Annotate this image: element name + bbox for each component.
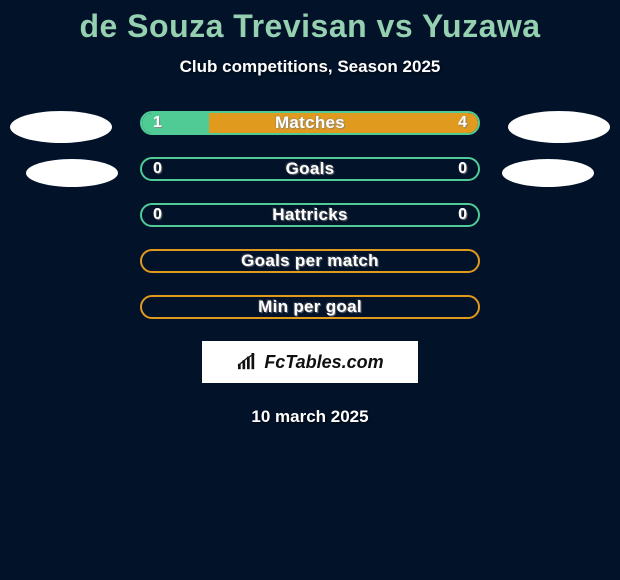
generation-date: 10 march 2025 xyxy=(0,407,620,427)
stat-bar-label: Goals per match xyxy=(142,251,478,271)
stat-bar-value-left: 0 xyxy=(153,205,162,225)
comparison-subtitle: Club competitions, Season 2025 xyxy=(0,57,620,77)
brand-box: FcTables.com xyxy=(202,341,418,383)
stat-bar: Min per goal xyxy=(140,295,480,319)
stat-bar-value-right: 0 xyxy=(458,205,467,225)
stat-bar: Goals per match xyxy=(140,249,480,273)
stat-bar-value-right: 0 xyxy=(458,159,467,179)
stat-bar-value-left: 0 xyxy=(153,159,162,179)
stat-bar-list: Matches14Goals00Hattricks00Goals per mat… xyxy=(140,111,480,319)
brand-chart-icon xyxy=(236,353,258,371)
brand-text: FcTables.com xyxy=(264,352,383,373)
player-left-avatar-small xyxy=(26,159,118,187)
stats-area: Matches14Goals00Hattricks00Goals per mat… xyxy=(0,111,620,319)
stat-bar: Matches1 4 xyxy=(140,111,480,135)
stat-bar-label: Goals xyxy=(142,159,478,179)
stat-bar-label: Matches xyxy=(142,113,478,133)
player-right-avatar-large xyxy=(508,111,610,143)
player-right-avatar-small xyxy=(502,159,594,187)
stat-bar-label: Min per goal xyxy=(142,297,478,317)
stat-bar-value-right: 4 xyxy=(458,113,467,133)
stat-bar: Goals0 0 xyxy=(140,157,480,181)
stat-bar-label: Hattricks xyxy=(142,205,478,225)
stat-bar-value-left: 1 xyxy=(153,113,162,133)
comparison-title: de Souza Trevisan vs Yuzawa xyxy=(0,0,620,45)
player-left-avatar-large xyxy=(10,111,112,143)
stat-bar: Hattricks0 0 xyxy=(140,203,480,227)
